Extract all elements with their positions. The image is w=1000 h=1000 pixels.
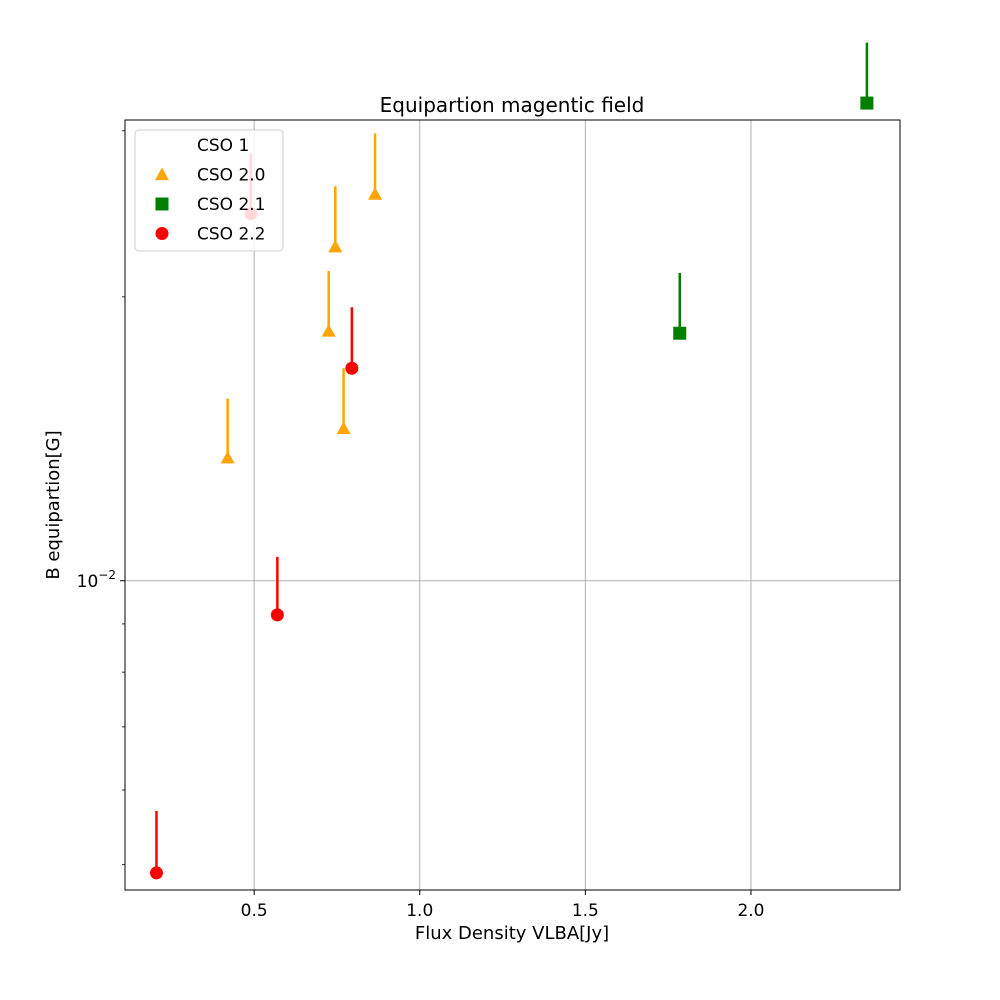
x-tick-label: 1.0 xyxy=(406,901,433,921)
legend-label: CSO 2.0 xyxy=(197,166,265,186)
data-point xyxy=(220,450,235,464)
data-point xyxy=(673,326,687,340)
data-point xyxy=(149,866,163,880)
data-point xyxy=(336,421,351,435)
plot-frame xyxy=(124,119,901,891)
chart-title: Equipartion magentic field xyxy=(380,93,645,117)
legend-marker xyxy=(155,167,169,181)
x-tick-label: 2.0 xyxy=(737,901,764,921)
y-axis-ticks: 10−2 xyxy=(77,130,125,866)
data-point xyxy=(328,239,343,253)
x-axis-ticks: 0.5 1.0 1.5 2.0 xyxy=(241,890,764,921)
x-tick-label: 0.5 xyxy=(241,901,268,921)
legend-label: CSO 2.2 xyxy=(197,225,265,245)
x-tick-label: 1.5 xyxy=(572,901,599,921)
legend-label: CSO 2.1 xyxy=(197,195,265,215)
data-point xyxy=(860,96,874,110)
data-point xyxy=(321,324,336,337)
legend-marker xyxy=(155,197,169,211)
legend-marker xyxy=(155,227,169,240)
legend: CSO 1 CSO 2.0 CSO 2.1 CSO 2.2 xyxy=(134,129,284,252)
x-axis-label: Flux Density VLBA[Jy] xyxy=(415,923,609,944)
data-point xyxy=(270,608,284,622)
legend-label: CSO 1 xyxy=(197,136,249,156)
y-tick-label: 10−2 xyxy=(77,568,116,592)
data-point xyxy=(368,187,383,200)
y-axis-label: B equipartion[G] xyxy=(43,430,64,579)
legend-box xyxy=(134,129,284,252)
data-point xyxy=(345,361,359,375)
